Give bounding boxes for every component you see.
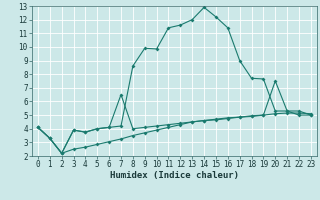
X-axis label: Humidex (Indice chaleur): Humidex (Indice chaleur) [110,171,239,180]
